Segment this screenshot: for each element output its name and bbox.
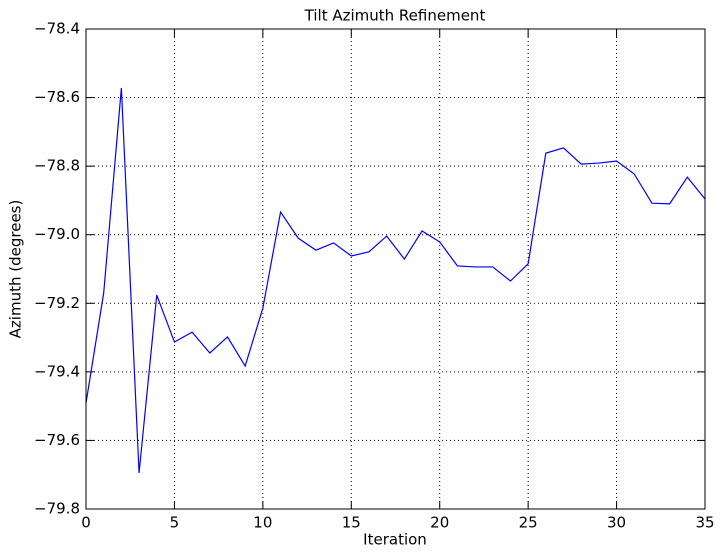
x-tick-label: 30: [607, 514, 626, 532]
y-tick-label: −79.8: [34, 500, 80, 518]
y-tick-label: −78.8: [34, 157, 80, 175]
data-line: [85, 87, 706, 474]
y-tick-label: −79.6: [34, 431, 80, 449]
y-tick-label: −79.2: [34, 294, 80, 312]
y-axis-label: Azimuth (degrees): [7, 200, 25, 339]
chart-title: Tilt Azimuth Refinement: [304, 7, 486, 25]
x-tick-label: 5: [170, 514, 180, 532]
plot-frame: [85, 28, 706, 510]
y-tick-label: −78.4: [34, 20, 80, 38]
y-tick-label: −78.6: [34, 88, 80, 106]
y-tick-label: −79.0: [34, 225, 80, 243]
x-tick-label: 10: [253, 514, 272, 532]
x-tick-label: 20: [430, 514, 449, 532]
x-tick-label: 25: [519, 514, 538, 532]
x-tick-label: 35: [695, 514, 714, 532]
x-axis-label: Iteration: [363, 531, 427, 549]
x-tick-label: 0: [81, 514, 91, 532]
x-tick-label: 15: [342, 514, 361, 532]
y-tick-label: −79.4: [34, 362, 80, 380]
